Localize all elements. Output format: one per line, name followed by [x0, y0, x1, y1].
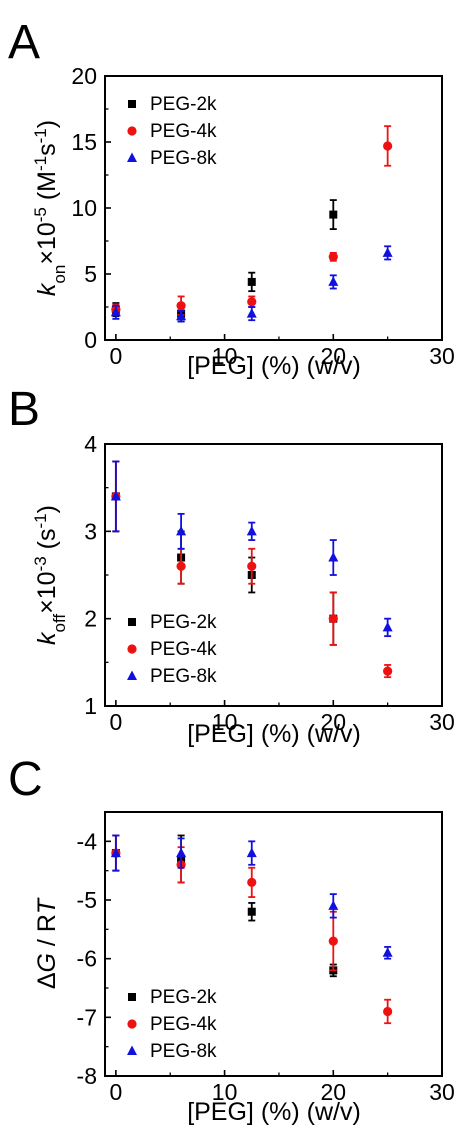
panel-a-y-tick-label: 0: [84, 327, 97, 353]
panel-c-x-tick-label: 0: [109, 1079, 122, 1105]
panel-b-legend-marker-peg-8k: [127, 670, 137, 680]
panel-b-x-axis-label: [PEG] (%) (w/v): [187, 720, 361, 748]
panel-a-legend-label-peg-8k: PEG-8k: [150, 148, 217, 169]
panel-b-y-tick-label: 2: [84, 606, 97, 632]
panel-c-legend-marker-peg-2k: [128, 993, 136, 1001]
panel-c-y-tick-label: -4: [77, 828, 98, 854]
panel-a-legend-marker-peg-2k: [128, 100, 136, 108]
panel-b-point-peg-8k: [176, 525, 187, 536]
panel-a-x-tick-label: 20: [320, 343, 346, 369]
panel-a-y-tick-label: 20: [71, 63, 97, 89]
panel-a-x-tick-label: 10: [212, 343, 238, 369]
panel-a-point-peg-4k: [176, 301, 186, 311]
panel-c-y-axis-label: ΔG / RT: [33, 897, 61, 989]
panel-a-y-tick-label: 15: [71, 129, 97, 155]
panel-b: B koff×10-3 (s-1) [PEG] (%) (w/v) 0 10 20 3…: [8, 383, 455, 748]
panel-a-point-peg-2k: [329, 210, 338, 219]
panel-c-y-tick-label: -7: [77, 1004, 97, 1030]
panel-a-point-peg-4k: [247, 297, 257, 307]
panel-b-point-peg-8k: [246, 525, 257, 536]
panel-b-legend-marker-peg-4k: [127, 644, 137, 654]
panel-c-legend-label-peg-4k: PEG-4k: [150, 1014, 217, 1035]
panel-b-point-peg-4k: [176, 561, 186, 571]
panel-a-y-tick-label: 5: [84, 261, 97, 287]
panel-a-x-axis-label: [PEG] (%) (w/v): [187, 352, 361, 380]
panel-b-legend-label-peg-8k: PEG-8k: [150, 666, 217, 687]
panel-c-letter: C: [8, 753, 43, 806]
panel-b-legend-label-peg-2k: PEG-2k: [150, 612, 217, 633]
panel-a-x-tick-label: 0: [109, 343, 122, 369]
panel-a-point-peg-8k: [246, 308, 257, 318]
panel-a-point-peg-4k: [383, 141, 393, 151]
panel-c-y-tick-label: -6: [77, 946, 97, 972]
panel-a-legend-marker-peg-4k: [127, 126, 137, 136]
panel-a-letter: A: [8, 16, 40, 69]
panel-a-point-peg-8k: [110, 306, 121, 317]
panel-a-y-tick-label: 10: [71, 195, 97, 221]
panel-c-plot-frame: [104, 811, 443, 1077]
panel-c-x-axis-label: [PEG] (%) (w/v): [187, 1098, 361, 1126]
panel-c-legend-label-peg-2k: PEG-2k: [150, 987, 217, 1008]
panel-a-legend-marker-peg-8k: [127, 152, 137, 162]
panel-b-point-peg-8k: [110, 490, 121, 501]
panel-b-x-tick-label: 0: [109, 709, 122, 735]
panel-b-legend-label-peg-4k: PEG-4k: [150, 639, 217, 660]
panel-a-legend-label-peg-2k: PEG-2k: [150, 94, 217, 115]
panel-b-y-tick-label: 1: [84, 693, 97, 719]
panel-a-legend-label-peg-4k: PEG-4k: [150, 121, 217, 142]
panel-c-point-peg-8k: [110, 847, 121, 858]
panel-c-x-tick-label: 20: [320, 1079, 346, 1105]
panel-b-point-peg-4k: [247, 561, 257, 571]
panel-c-point-peg-4k: [247, 877, 257, 888]
panel-b-legend-marker-peg-2k: [128, 618, 136, 626]
panel-a-x-tick-label: 30: [429, 343, 455, 369]
panel-c-x-tick-label: 30: [429, 1079, 455, 1105]
panel-c-point-peg-8k: [328, 900, 339, 910]
panel-b-point-peg-8k: [328, 552, 339, 562]
panel-c-y-tick-label: -5: [77, 887, 97, 913]
panel-c-legend-label-peg-8k: PEG-8k: [150, 1041, 217, 1062]
panel-b-y-tick-label: 4: [84, 431, 97, 457]
panel-c-point-peg-8k: [382, 947, 393, 957]
panel-b-y-axis-label: koff×10-3 (s-1): [31, 505, 69, 645]
panel-a: A kon×10-5 (M-1s-1) [PEG] (%) (w/v) 0 10 2…: [8, 16, 455, 380]
panel-a-point-peg-8k: [176, 310, 187, 321]
panel-c-point-peg-8k: [246, 847, 257, 858]
panel-b-x-tick-label: 10: [212, 709, 238, 735]
panel-c-point-peg-4k: [383, 1006, 393, 1017]
panel-b-point-peg-8k: [382, 621, 393, 632]
panel-a-y-axis-label: kon×10-5 (M-1s-1): [31, 120, 69, 296]
panel-b-x-tick-label: 20: [320, 709, 346, 735]
panel-c-legend-marker-peg-4k: [127, 1019, 137, 1029]
panel-a-point-peg-4k: [328, 252, 338, 262]
panel-c-legend-marker-peg-8k: [127, 1045, 137, 1055]
panel-a-point-peg-2k: [247, 277, 256, 286]
panel-b-x-tick-label: 30: [429, 709, 455, 735]
panel-a-point-peg-8k: [382, 247, 393, 257]
panel-c-y-tick-label: -8: [77, 1063, 97, 1089]
panel-b-y-tick-label: 3: [84, 518, 97, 544]
panel-b-letter: B: [8, 383, 40, 436]
panel-c-point-peg-8k: [176, 847, 187, 858]
panel-b-point-peg-4k: [383, 666, 393, 676]
panel-c: C ΔG / RT [PEG] (%) (w/v) 0 10 20 30 -4 -5 -6 -…: [8, 753, 455, 1126]
panel-c-point-peg-4k: [328, 936, 338, 946]
panel-c-point-peg-2k: [247, 907, 256, 916]
panel-b-point-peg-4k: [328, 614, 338, 624]
panel-a-point-peg-8k: [328, 276, 339, 286]
panel-c-x-tick-label: 10: [212, 1079, 238, 1105]
